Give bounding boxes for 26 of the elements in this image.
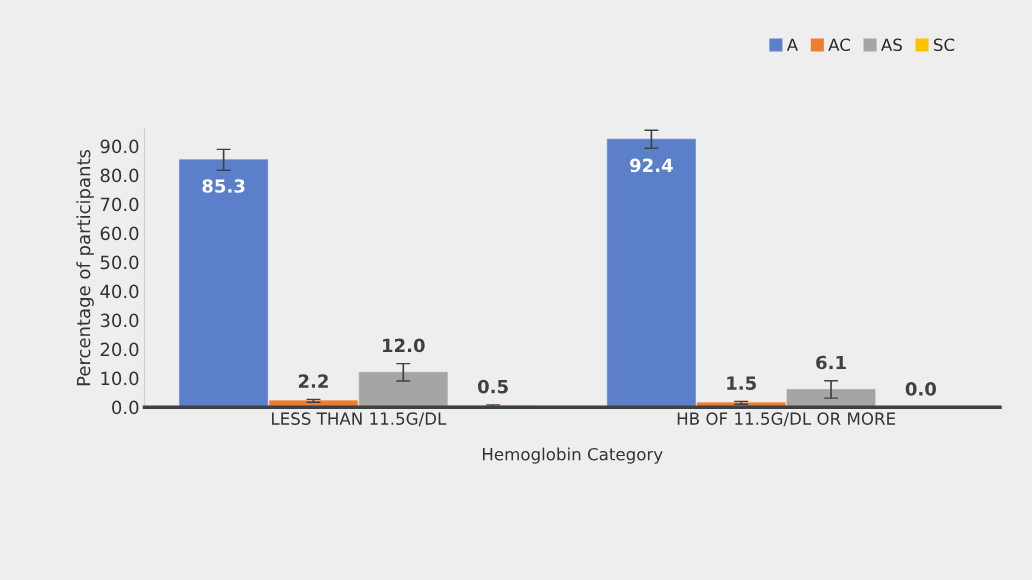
legend-label: A	[786, 38, 798, 51]
legend-label: AS	[881, 38, 902, 52]
y-tick-label: 70.0	[100, 197, 139, 212]
y-tick-label: 50.0	[100, 255, 139, 270]
y-tick-label: 40.0	[100, 284, 139, 299]
data-label: 12.0	[383, 338, 425, 353]
data-label: 0.0	[905, 382, 936, 396]
legend-label: SC	[933, 38, 955, 52]
y-axis-title: Percentage of participants	[76, 149, 94, 386]
y-tick-label: 0.0	[112, 400, 139, 415]
x-axis-title: Hemoglobin Category	[482, 447, 663, 464]
y-tick-label: 10.0	[101, 371, 139, 386]
data-label: 0.5	[477, 379, 508, 394]
data-label: 2.2	[298, 374, 328, 388]
y-tick-label: 60.0	[100, 226, 139, 241]
data-label: 1.5	[727, 376, 756, 390]
data-label: 6.1	[816, 355, 846, 370]
legend-label: AC	[828, 38, 850, 52]
data-label: 85.3	[202, 179, 245, 193]
x-tick-label: LESS THAN 11.5G/DL	[272, 412, 447, 427]
y-tick-label: 20.0	[100, 342, 139, 357]
y-tick-label: 80.0	[100, 168, 139, 183]
y-tick-label: 30.0	[100, 313, 139, 328]
data-label: 92.4	[630, 158, 673, 173]
y-tick-label: 90.0	[100, 139, 139, 154]
x-tick-label: HB OF 11.5G/DL OR MORE	[677, 412, 896, 427]
